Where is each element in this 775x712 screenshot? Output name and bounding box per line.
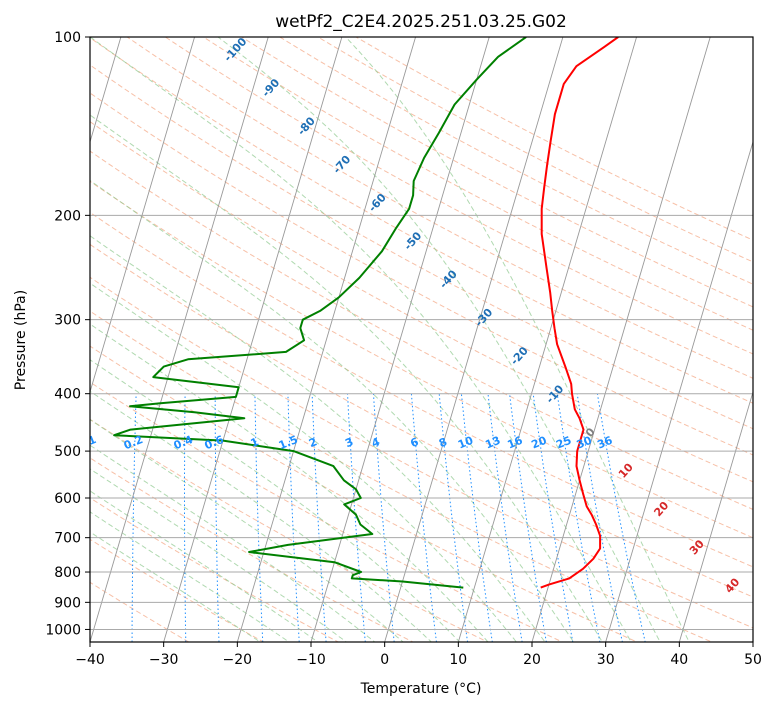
x-tick-label: −40 [75,652,105,668]
y-tick-label: 500 [54,444,81,460]
chart-title: wetPf2_C2E4.2025.251.03.25.G02 [275,12,567,32]
x-tick-label: 10 [449,652,467,668]
x-tick-label: 50 [744,652,762,668]
x-tick-label: 0 [380,652,389,668]
x-tick-label: −20 [223,652,253,668]
y-tick-label: 100 [54,30,81,46]
y-tick-label: 1000 [45,622,81,638]
x-tick-label: −30 [149,652,179,668]
y-axis-label: Pressure (hPa) [13,290,29,390]
y-tick-label: 200 [54,208,81,224]
y-tick-label: 800 [54,565,81,581]
y-tick-label: 300 [54,313,81,329]
y-tick-label: 400 [54,387,81,403]
y-tick-label: 900 [54,595,81,611]
y-tick-label: 700 [54,531,81,547]
y-tick-label: 600 [54,491,81,507]
x-axis-label: Temperature (°C) [360,681,482,697]
x-tick-label: 40 [670,652,688,668]
x-tick-label: 30 [597,652,615,668]
x-tick-label: −10 [296,652,326,668]
x-tick-label: 20 [523,652,541,668]
